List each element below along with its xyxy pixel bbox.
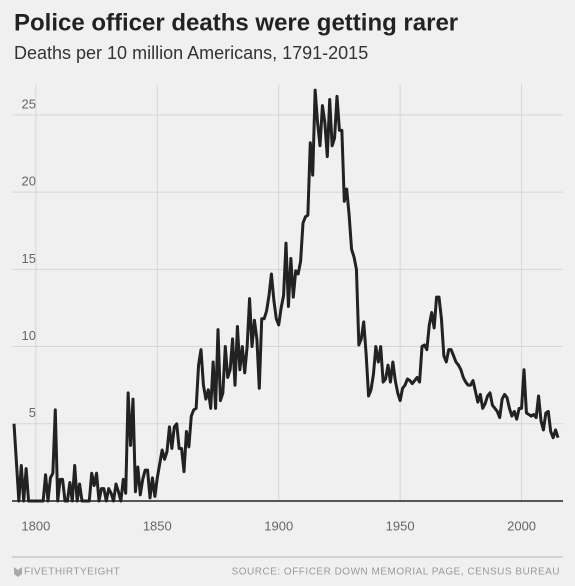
x-tick-label: 1800 (21, 518, 50, 533)
y-tick-label: 15 (22, 251, 36, 266)
y-tick-label: 10 (22, 328, 36, 343)
brand-logo (14, 567, 22, 577)
y-tick-label: 5 (29, 405, 36, 420)
x-tick-label: 2000 (507, 518, 536, 533)
data-line (12, 88, 560, 503)
x-tick-label: 1850 (143, 518, 172, 533)
x-tick-label: 1900 (264, 518, 293, 533)
source: SOURCE: OFFICER DOWN MEMORIAL PAGE, CENS… (232, 567, 560, 578)
y-tick-label: 20 (22, 174, 36, 189)
chart-title: Police officer deaths were getting rarer (14, 9, 458, 36)
chart-subtitle: Deaths per 10 million Americans, 1791-20… (14, 43, 368, 63)
x-tick-label: 1950 (386, 518, 415, 533)
brand: FIVETHIRTYEIGHT (24, 567, 120, 578)
y-tick-label: 25 (22, 96, 36, 111)
